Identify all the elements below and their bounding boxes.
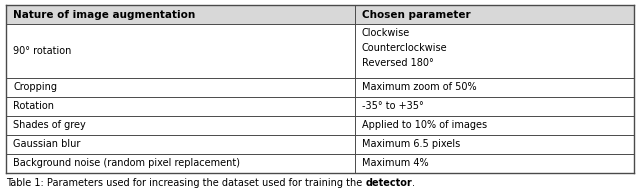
Text: Shades of grey: Shades of grey: [13, 120, 86, 130]
Text: Maximum 6.5 pixels: Maximum 6.5 pixels: [362, 139, 460, 149]
Text: Nature of image augmentation: Nature of image augmentation: [13, 10, 195, 20]
Text: -35° to +35°: -35° to +35°: [362, 101, 423, 111]
Text: Cropping: Cropping: [13, 82, 57, 92]
Bar: [6, 5, 634, 173]
Text: Applied to 10% of images: Applied to 10% of images: [362, 120, 486, 130]
Text: .: .: [412, 178, 415, 188]
Text: 90° rotation: 90° rotation: [13, 46, 72, 56]
Bar: [6, 5, 634, 24]
Text: Background noise (random pixel replacement): Background noise (random pixel replaceme…: [13, 159, 240, 168]
Text: detector: detector: [365, 178, 412, 188]
Text: Maximum 4%: Maximum 4%: [362, 159, 428, 168]
Text: Rotation: Rotation: [13, 101, 54, 111]
Text: Maximum zoom of 50%: Maximum zoom of 50%: [362, 82, 476, 92]
Text: Chosen parameter: Chosen parameter: [362, 10, 470, 20]
Text: Table 1: Parameters used for increasing the dataset used for training the: Table 1: Parameters used for increasing …: [6, 178, 365, 188]
Text: Clockwise
Counterclockwise
Reversed 180°: Clockwise Counterclockwise Reversed 180°: [362, 28, 447, 68]
Text: Gaussian blur: Gaussian blur: [13, 139, 81, 149]
